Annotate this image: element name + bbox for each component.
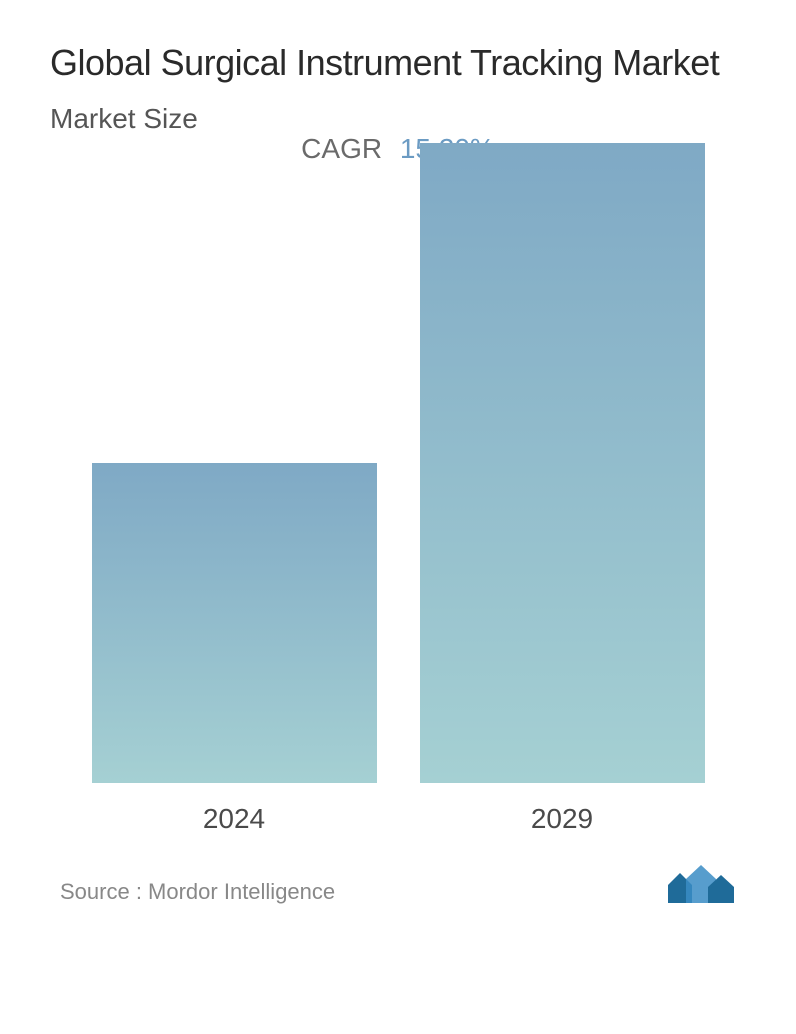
cagr-label: CAGR bbox=[301, 133, 382, 164]
bar-1 bbox=[420, 143, 705, 783]
bar-group-0: 2024 bbox=[92, 463, 377, 835]
source-text: Source : Mordor Intelligence bbox=[60, 879, 335, 905]
bar-label-1: 2029 bbox=[531, 803, 593, 835]
bar-label-0: 2024 bbox=[203, 803, 265, 835]
bar-group-1: 2029 bbox=[420, 143, 705, 835]
publisher-logo bbox=[666, 865, 736, 905]
logo-icon bbox=[666, 865, 736, 905]
chart-area: 2024 2029 bbox=[50, 195, 746, 835]
chart-subtitle: Market Size bbox=[50, 103, 746, 135]
chart-title: Global Surgical Instrument Tracking Mark… bbox=[50, 40, 746, 85]
bar-0 bbox=[92, 463, 377, 783]
footer-row: Source : Mordor Intelligence bbox=[50, 865, 746, 905]
